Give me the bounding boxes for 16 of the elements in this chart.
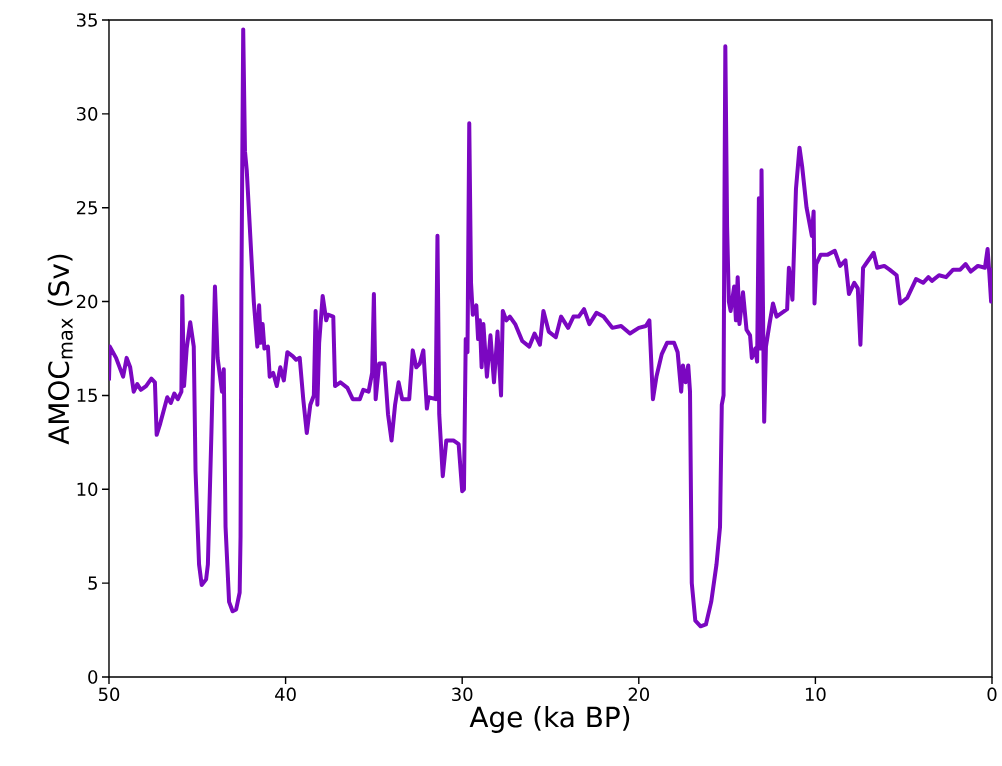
x-tick-label: 30	[452, 687, 473, 702]
y-axis-title: AMOC$_{max}$ (Sv)	[47, 254, 73, 445]
y-tick-label: 30	[77, 107, 98, 121]
x-tick-label: 0	[987, 687, 997, 702]
x-axis-title: Age (ka BP)	[469, 705, 630, 733]
x-tick-label: 20	[628, 687, 650, 702]
y-tick-label: 5	[88, 576, 97, 590]
y-tick-label: 0	[88, 670, 98, 684]
y-tick-label: 20	[76, 294, 98, 309]
x-tick-label: 40	[275, 687, 296, 702]
x-tick-label: 50	[98, 687, 120, 702]
y-tick-label: 10	[77, 482, 98, 497]
y-tick-label: 35	[77, 13, 97, 27]
x-tick-label: 10	[805, 687, 826, 702]
y-tick-label: 15	[77, 388, 97, 403]
y-tick-label: 25	[76, 200, 97, 215]
